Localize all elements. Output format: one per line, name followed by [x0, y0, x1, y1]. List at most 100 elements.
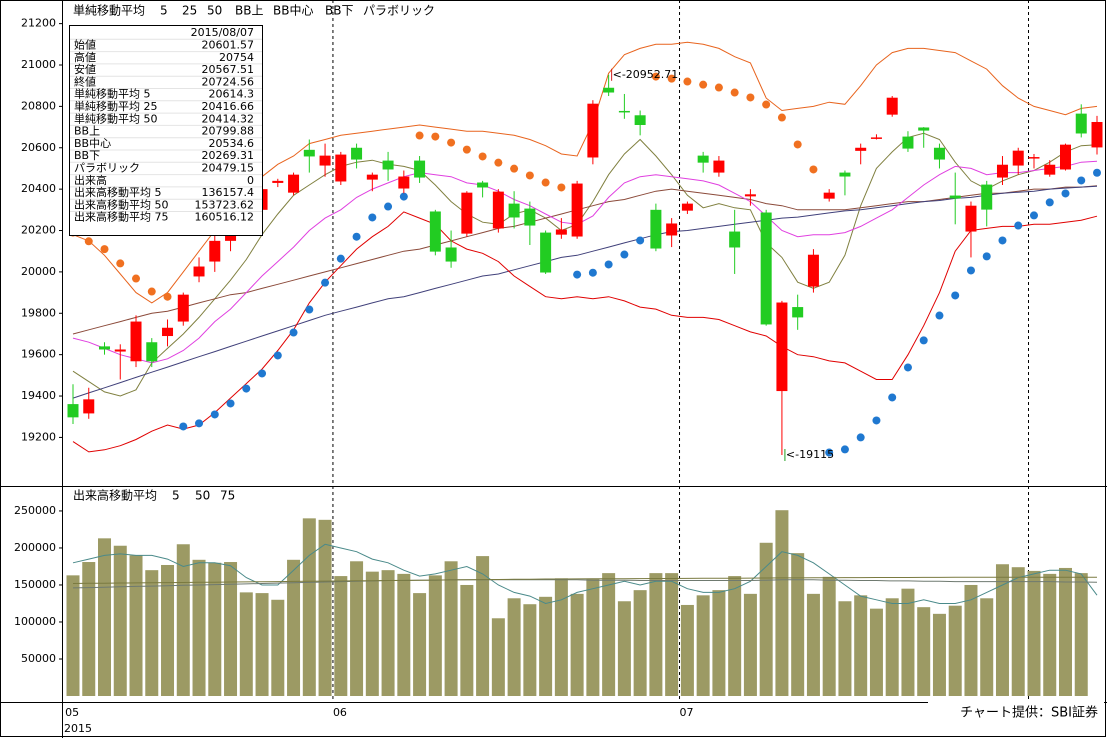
volume-bar — [428, 575, 442, 696]
candle-body — [933, 147, 945, 160]
volume-ma-line — [72, 576, 1097, 584]
volume-bar — [791, 553, 805, 696]
volume-bar — [838, 601, 852, 696]
parabolic-dot — [321, 278, 330, 287]
volume-bar — [365, 571, 379, 696]
info-label: 出来高 — [74, 173, 107, 187]
volume-bar — [255, 593, 269, 696]
parabolic-dot — [620, 250, 629, 259]
info-value: 20601.57 — [202, 39, 255, 52]
candle-body — [823, 192, 835, 199]
volume-bar — [444, 561, 458, 696]
info-label: 出来高移動平均 75 — [74, 210, 169, 224]
candle-body — [83, 399, 95, 414]
y-tick-label: 19600 — [21, 348, 56, 361]
volume-bar — [885, 598, 899, 696]
parabolic-dot — [258, 369, 267, 378]
volume-bar — [302, 518, 316, 696]
indicator-line — [72, 132, 1098, 397]
y-tick-label: 19400 — [21, 389, 56, 402]
candle-body — [760, 212, 772, 325]
parabolic-dot — [1045, 198, 1054, 207]
volume-bar — [66, 575, 80, 696]
credit: チャート提供：SBI証券 — [960, 705, 1098, 721]
x-tick-label: 07 — [680, 706, 694, 719]
parabolic-dot — [195, 419, 204, 428]
volume-bar — [523, 604, 537, 696]
parabolic-dot — [132, 274, 141, 283]
info-value: 20567.51 — [202, 63, 255, 76]
y-tick-label: 19800 — [21, 306, 56, 319]
candle-body — [681, 203, 693, 211]
info-label: 高値 — [74, 50, 96, 64]
parabolic-dot — [525, 171, 534, 180]
info-label: 出来高移動平均 50 — [74, 197, 169, 211]
parabolic-dot — [699, 80, 708, 89]
volume-bar — [822, 576, 836, 696]
volume-bar — [476, 556, 490, 696]
volume-bar — [964, 584, 978, 696]
volume-bar — [917, 607, 931, 696]
x-tick-label: 05 — [65, 706, 79, 719]
candle-body — [587, 103, 599, 158]
candle-body — [319, 155, 331, 166]
volume-bar — [948, 605, 962, 696]
parabolic-dot — [667, 74, 676, 83]
volume-bar — [854, 595, 868, 696]
y-tick-label: 150000 — [14, 578, 56, 591]
parabolic-dot — [210, 410, 219, 419]
volume-bar — [1043, 573, 1057, 696]
info-box: 2015/08/07 始値 20601.57 高値 20754 安値 20567.51 終値 2… — [69, 25, 263, 236]
parabolic-dot — [982, 252, 991, 261]
candle-body — [366, 174, 378, 180]
legend-entry: 50 — [195, 489, 210, 503]
candle-body — [193, 266, 205, 277]
volume-bar — [208, 562, 222, 696]
volume-bar — [680, 604, 694, 696]
info-label: パラボリック — [74, 162, 140, 175]
candle-body — [855, 147, 867, 151]
parabolic-dot — [730, 88, 739, 97]
parabolic-dot — [746, 93, 755, 102]
volume-bar — [381, 570, 395, 696]
candle-body — [555, 229, 567, 235]
volume-bar — [712, 590, 726, 696]
volume-bar — [995, 564, 1009, 696]
candle-body — [965, 205, 977, 232]
volume-bar — [192, 559, 206, 696]
candle-body — [618, 110, 630, 113]
info-label: 単純移動平均 25 — [74, 99, 158, 113]
volume-bar — [728, 576, 742, 696]
candle-body — [650, 209, 662, 249]
parabolic-dot — [273, 351, 282, 360]
candle-body — [382, 160, 394, 170]
candle-body — [524, 208, 536, 226]
candle-body — [886, 97, 898, 115]
candle-body — [1075, 113, 1087, 134]
candle-body — [603, 87, 615, 93]
candle-body — [697, 155, 709, 163]
candle-body — [114, 349, 126, 352]
volume-bar — [1011, 567, 1025, 696]
candle-body — [398, 176, 410, 189]
legend-entry: 5 — [172, 489, 180, 503]
candle-body — [1012, 150, 1024, 166]
parabolic-dot — [352, 232, 361, 241]
candle-body — [870, 137, 882, 139]
y-tick-label: 200000 — [14, 541, 56, 554]
indicator-line — [72, 160, 1098, 364]
parabolic-dot — [604, 260, 613, 269]
legend-entry: 25 — [182, 4, 197, 18]
parabolic-dot — [179, 422, 188, 431]
y-tick-label: 250000 — [14, 504, 56, 517]
volume-bar — [239, 592, 253, 696]
parabolic-dot — [494, 158, 503, 167]
volume-bar — [224, 562, 238, 696]
candle-body — [177, 294, 189, 322]
volume-bar — [334, 576, 348, 696]
candle-body — [67, 404, 79, 418]
credit-bg — [928, 702, 1104, 723]
parabolic-dot — [1093, 168, 1101, 177]
candle-body — [713, 160, 725, 173]
